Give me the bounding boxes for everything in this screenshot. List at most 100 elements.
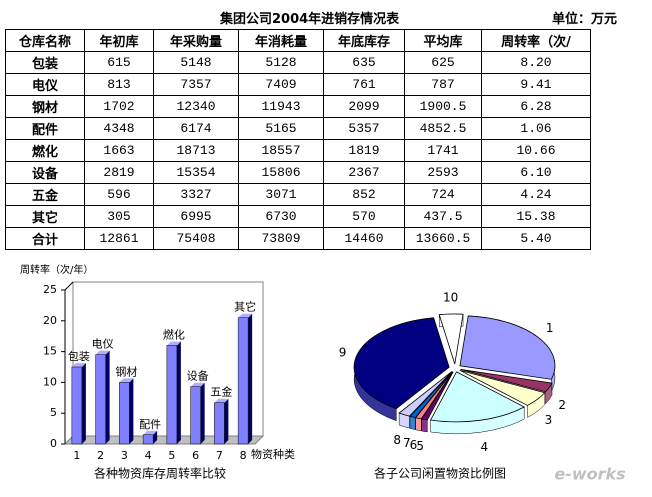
table-cell: 1741 xyxy=(404,139,482,162)
y-tick-label: 0 xyxy=(50,437,57,450)
bar-annotation: 五金 xyxy=(210,385,232,399)
table-row: 设备 2819 15354 15806 2367 2593 6.10 xyxy=(5,161,591,184)
table-cell: 电仪 xyxy=(5,73,85,96)
pie-side xyxy=(467,315,556,392)
x-tick-label: 3 xyxy=(121,449,128,462)
table-row: 其它 305 6995 6730 570 437.5 15.38 xyxy=(5,205,591,228)
table-cell: 其它 xyxy=(5,205,85,228)
table-cell: 852 xyxy=(323,183,405,206)
pie-side xyxy=(421,418,428,433)
table-cell: 2593 xyxy=(404,161,482,184)
pie-side xyxy=(398,412,410,429)
table-cell: 年初库 xyxy=(84,29,154,52)
table-row: 电仪 813 7357 7409 761 787 9.41 xyxy=(5,73,591,96)
table-cell: 11943 xyxy=(238,95,324,118)
table-row: 合计 12861 75408 73809 14460 13660.5 5.40 xyxy=(5,227,591,250)
slice-label: 1 xyxy=(546,321,554,335)
pie-slice xyxy=(430,371,526,423)
bar-annotation: 包装 xyxy=(68,350,90,363)
bar-side xyxy=(129,378,134,444)
table-cell: 18557 xyxy=(238,139,324,162)
bar-top xyxy=(166,341,181,346)
table-cell: 8.20 xyxy=(481,51,591,74)
table-cell: 437.5 xyxy=(404,205,482,228)
pie-slice xyxy=(398,371,453,417)
table-cell: 年消耗量 xyxy=(238,29,324,52)
pie-side xyxy=(527,392,546,418)
pie-side xyxy=(409,416,416,430)
table-cell: 761 xyxy=(323,73,405,96)
table-cell: 3071 xyxy=(238,183,324,206)
x-tick-label: 6 xyxy=(192,449,199,462)
pie-side xyxy=(415,417,422,432)
table-cell: 年底库存 xyxy=(323,29,405,52)
logo: e-works xyxy=(554,465,625,484)
table-cell: 13660.5 xyxy=(404,227,482,250)
data-table: 仓库名称 年初库 年采购量 年消耗量 年底库存 平均库 周转率（次/包装 615 5148 512… xyxy=(5,29,591,250)
pie-slice xyxy=(460,369,553,393)
y-tick-label: 10 xyxy=(43,375,57,388)
x-tick-label: 4 xyxy=(145,449,152,462)
pie-side xyxy=(439,313,464,327)
table-cell: 合计 xyxy=(5,227,85,250)
table-cell: 305 xyxy=(84,205,154,228)
pie-slice xyxy=(409,371,453,419)
bar-side xyxy=(81,363,86,444)
table-cell: 2367 xyxy=(323,161,405,184)
pie-slice xyxy=(459,315,556,380)
bar xyxy=(190,386,201,445)
table-cell: 设备 xyxy=(5,161,85,184)
table-cell: 2819 xyxy=(84,161,154,184)
table-cell: 596 xyxy=(84,183,154,206)
table-cell: 4852.5 xyxy=(404,117,482,140)
bar-top xyxy=(214,398,229,403)
pie-slice xyxy=(459,369,546,406)
unit: 单位：万元 xyxy=(552,12,618,27)
table-cell: 1702 xyxy=(84,95,154,118)
table-row: 钢材 1702 12340 11943 2099 1900.5 6.28 xyxy=(5,95,591,118)
bar-top xyxy=(119,378,134,383)
table-cell: 15354 xyxy=(153,161,239,184)
table-cell: 4348 xyxy=(84,117,154,140)
table-cell: 813 xyxy=(84,73,154,96)
table-cell: 73809 xyxy=(238,227,324,250)
slice-label: 9 xyxy=(339,346,347,360)
slice-label: 10 xyxy=(443,291,458,305)
table-cell: 787 xyxy=(404,73,482,96)
bar-side xyxy=(224,398,229,444)
table-cell: 6995 xyxy=(153,205,239,228)
x-tick-label: 5 xyxy=(168,449,175,462)
slice-label: 7 xyxy=(403,436,411,450)
table-cell: 724 xyxy=(404,183,482,206)
bar-side xyxy=(105,350,110,444)
table-cell: 18713 xyxy=(153,139,239,162)
bar xyxy=(166,345,178,445)
bar-annotation: 电仪 xyxy=(92,338,114,351)
x-axis-label: 物资种类 xyxy=(251,447,295,461)
bar-top xyxy=(143,430,158,435)
table-row: 包装 615 5148 5128 635 625 8.20 xyxy=(5,51,591,74)
x-tick-label: 1 xyxy=(73,449,80,462)
bar-annotation: 其它 xyxy=(234,300,256,314)
slice-label: 2 xyxy=(558,398,566,412)
bar-top xyxy=(190,382,205,387)
bar-top xyxy=(71,363,86,367)
table-cell: 5128 xyxy=(238,51,324,74)
floor xyxy=(63,435,265,445)
table-cell: 5357 xyxy=(323,117,405,140)
table-cell: 6.10 xyxy=(481,161,591,184)
table-title: 集团公司2004年进销存情况表 xyxy=(220,12,400,27)
slice-label: 6 xyxy=(410,438,418,452)
table-cell: 仓库名称 xyxy=(5,29,85,52)
bar-side xyxy=(153,430,158,444)
table-row: 仓库名称 年初库 年采购量 年消耗量 年底库存 平均库 周转率（次/ xyxy=(5,29,591,52)
table-cell: 钢材 xyxy=(5,95,85,118)
table-cell: 1819 xyxy=(323,139,405,162)
x-tick-label: 2 xyxy=(97,449,104,462)
slice-label: 3 xyxy=(545,413,553,427)
pie-slice xyxy=(420,371,454,421)
x-tick-label: 8 xyxy=(240,449,247,462)
table-cell: 10.66 xyxy=(481,139,591,162)
y-axis-side xyxy=(64,281,74,291)
table-cell: 625 xyxy=(404,51,482,74)
